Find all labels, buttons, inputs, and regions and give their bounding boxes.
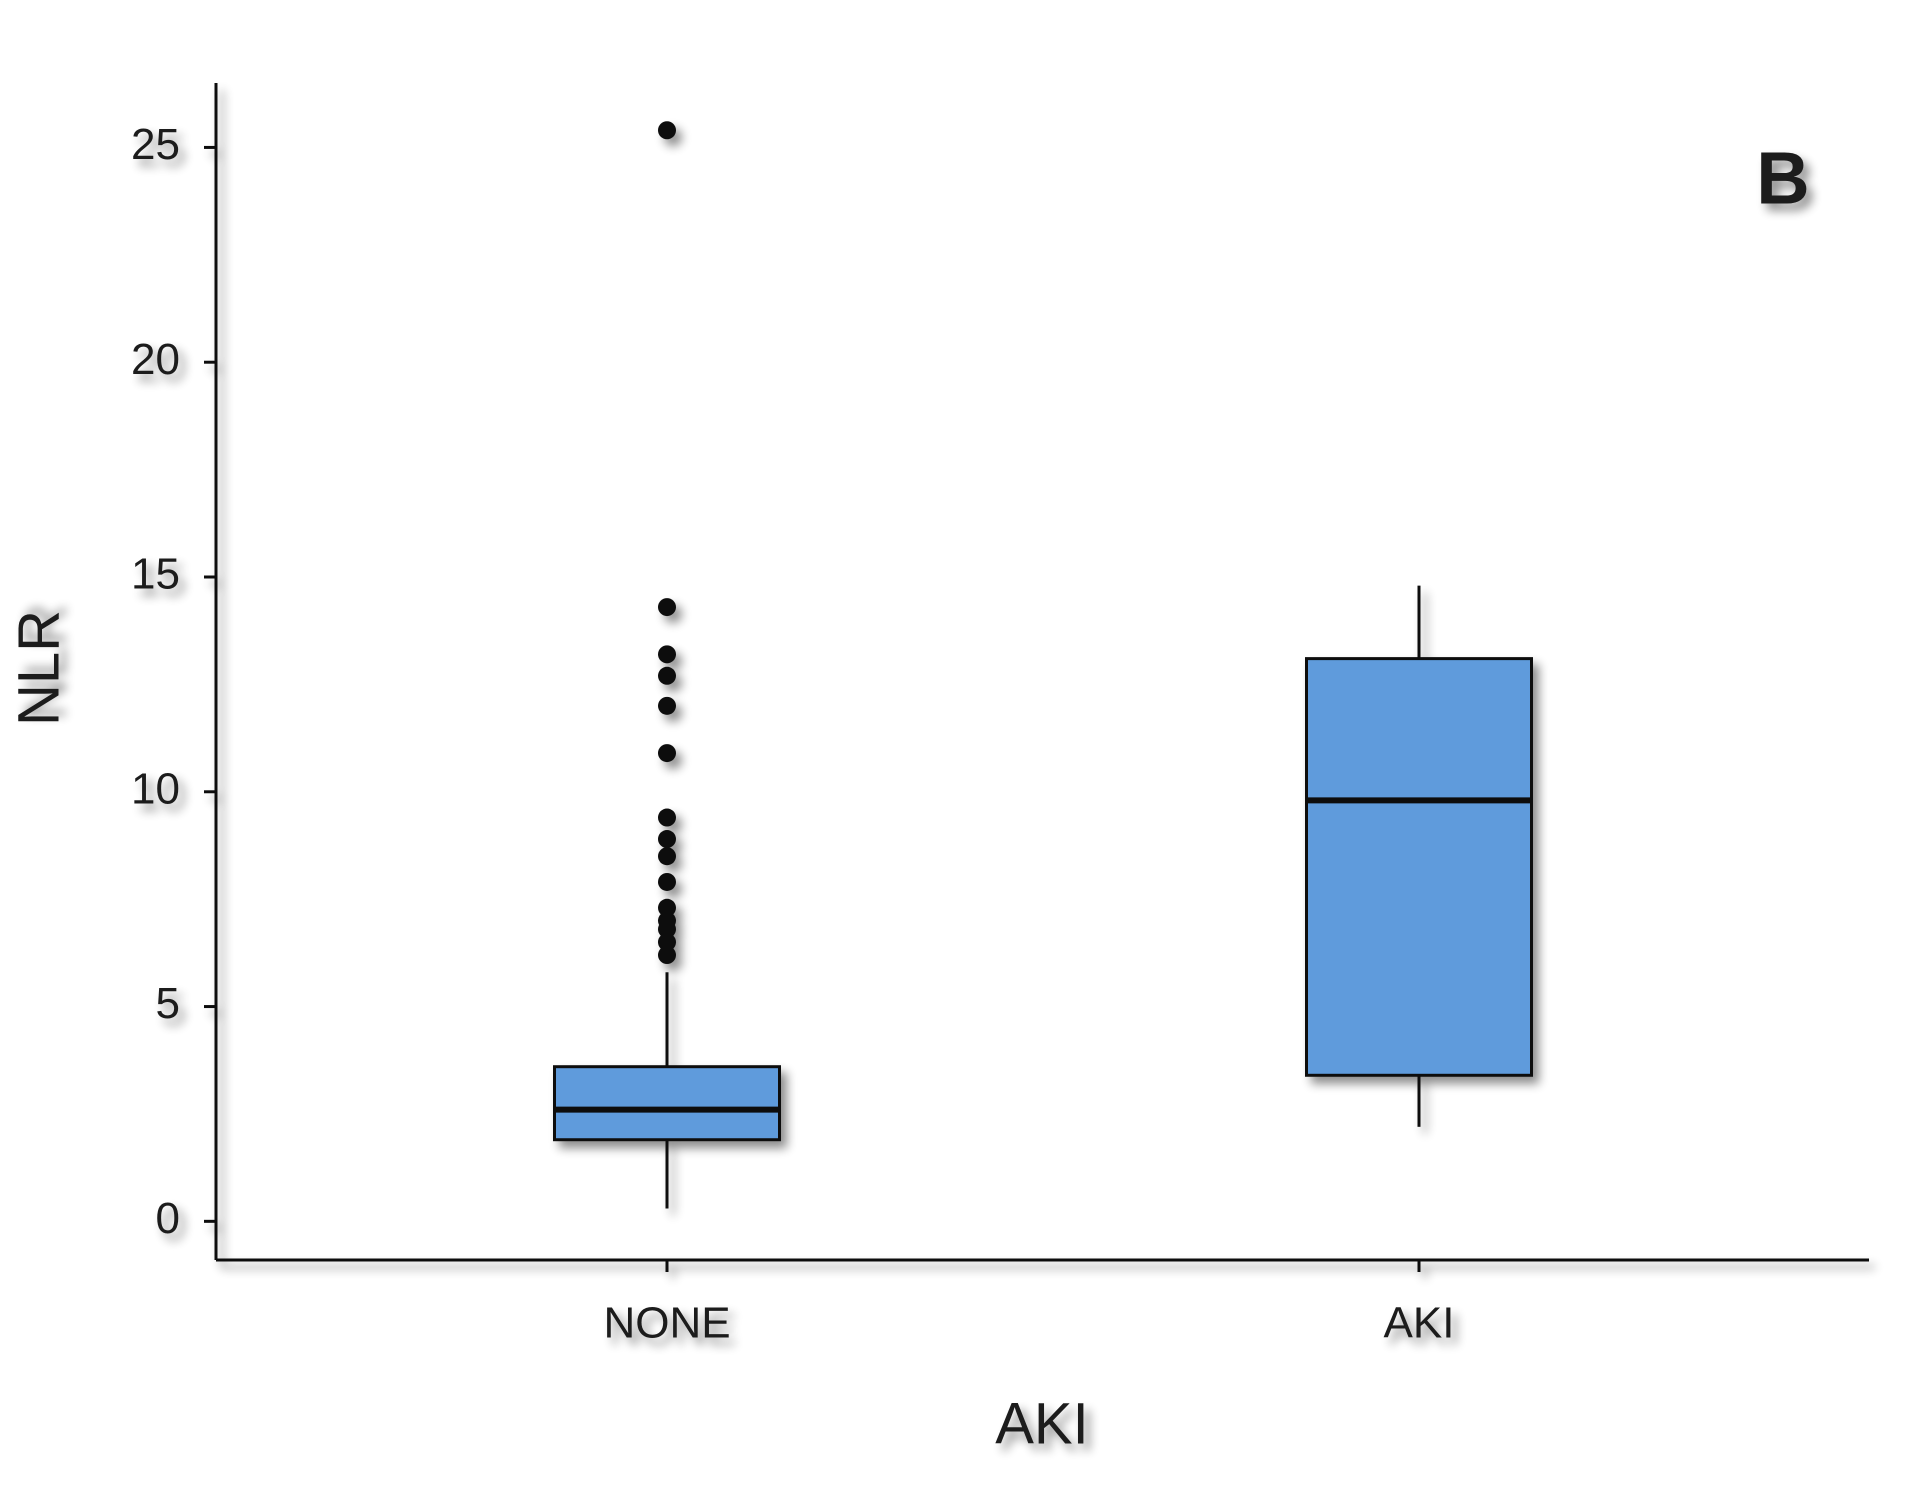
y-tick-label: 25: [131, 120, 180, 169]
outlier: [658, 946, 676, 965]
outlier: [658, 744, 676, 763]
box: [1305, 657, 1533, 1077]
outlier: [658, 872, 676, 891]
y-tick-label: 10: [131, 764, 180, 813]
outlier: [658, 645, 676, 664]
outlier: [658, 920, 676, 939]
x-axis-title: AKI: [995, 1391, 1089, 1456]
outlier: [658, 666, 676, 685]
x-tick-label: AKI: [1384, 1299, 1455, 1348]
y-tick-label: 20: [131, 335, 180, 384]
y-tick-label: 15: [131, 550, 180, 599]
y-tick-label: 0: [156, 1194, 180, 1243]
y-axis-title: NLR: [6, 610, 71, 726]
plot-area: 0 5 10 15 20 25 NONE AKI: [131, 83, 1869, 1348]
outlier: [658, 598, 676, 617]
outlier: [658, 121, 676, 140]
box: [553, 1065, 781, 1142]
outlier: [658, 898, 676, 917]
outlier: [658, 830, 676, 849]
outlier: [658, 933, 676, 952]
outlier: [658, 847, 676, 866]
panel-label: B: [1756, 137, 1809, 220]
outlier: [658, 696, 676, 715]
outlier: [658, 808, 676, 827]
y-tick-label: 5: [156, 979, 180, 1028]
x-tick-label: NONE: [603, 1299, 730, 1348]
